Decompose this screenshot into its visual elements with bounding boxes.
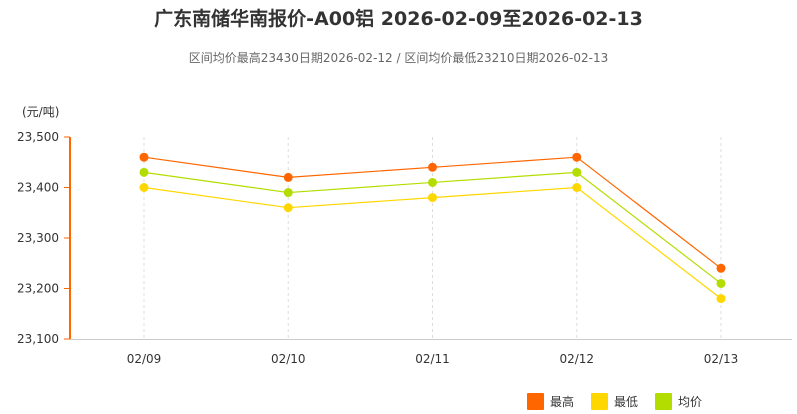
data-point-s0-4	[716, 263, 726, 273]
data-point-s1-3	[572, 183, 582, 192]
legend-swatch-avg	[655, 393, 673, 410]
data-point-s1-4	[716, 294, 726, 304]
x-tick-label-3: 02/12	[559, 352, 594, 366]
data-point-s2-4	[716, 278, 726, 288]
legend-item-high[interactable]: 最高	[527, 393, 574, 410]
chart-legend: 最高 最低 均价	[527, 393, 719, 410]
y-tick-label-1: 23,200	[17, 282, 59, 296]
chart-subtitle: 区间均价最高23430日期2026-02-12 / 区间均价最低23210日期2…	[188, 51, 609, 65]
y-tick-label-2: 23,300	[17, 231, 59, 245]
data-point-s2-2	[428, 177, 437, 187]
x-tick-label-0: 02/09	[127, 352, 162, 366]
legend-label-high: 最高	[550, 395, 575, 409]
legend-label-avg: 均价	[678, 395, 703, 409]
x-tick-label-4: 02/13	[704, 352, 739, 366]
chart-title: 广东南储华南报价-A00铝 2026-02-09至2026-02-13	[154, 8, 643, 30]
data-point-s0-3	[572, 152, 582, 162]
y-tick-label-3: 23,400	[17, 181, 59, 195]
y-axis-unit-label: (元/吨)	[22, 105, 60, 119]
data-point-s0-2	[428, 162, 437, 172]
data-point-s0-1	[283, 172, 293, 182]
data-point-s2-1	[283, 188, 293, 198]
data-point-s1-2	[428, 193, 437, 203]
legend-label-low: 最低	[614, 395, 639, 409]
data-point-s1-1	[283, 203, 293, 213]
legend-item-low[interactable]: 最低	[591, 393, 638, 410]
y-tick-label-4: 23,500	[17, 130, 59, 144]
y-tick-label-0: 23,100	[17, 332, 59, 346]
data-point-s0-0	[139, 152, 149, 162]
data-point-s2-0	[139, 167, 149, 177]
legend-swatch-high	[527, 393, 544, 410]
x-tick-label-2: 02/11	[415, 352, 450, 366]
legend-item-avg[interactable]: 均价	[655, 393, 702, 410]
data-point-s2-3	[572, 167, 582, 177]
data-point-s1-0	[139, 183, 149, 192]
x-tick-label-1: 02/10	[271, 352, 306, 366]
legend-swatch-low	[591, 393, 609, 410]
